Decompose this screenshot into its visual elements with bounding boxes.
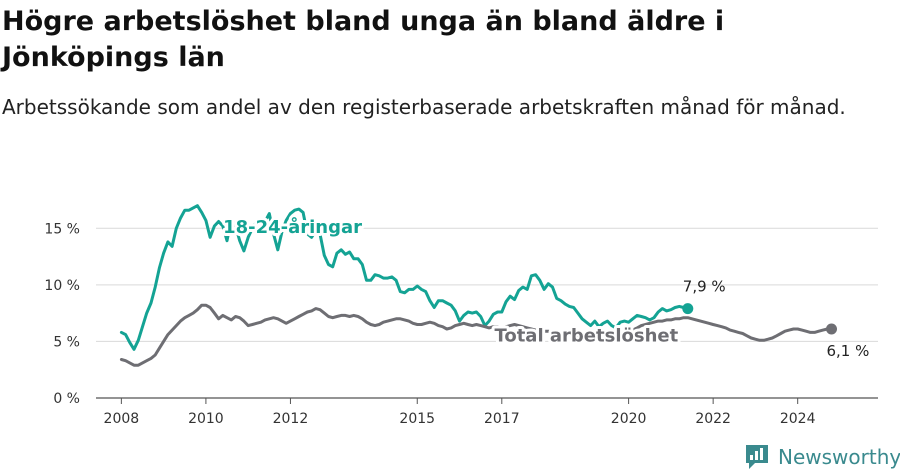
y-tick-label: 5 %: [53, 334, 80, 350]
page-subtitle: Arbetssökande som andel av den registerb…: [2, 95, 846, 119]
x-tick-label: 2024: [780, 411, 816, 427]
y-tick-label: 15 %: [44, 221, 80, 237]
axes: 0 % 5 % 10 % 15 % 2008 2010 2012 2015 2017 2020 20…: [44, 221, 878, 427]
youth-end-value: 7,9 %: [683, 278, 726, 296]
total-series-label: Total arbetslöshet: [494, 325, 678, 346]
x-tick-label: 2022: [695, 411, 731, 427]
youth-series-line: [119, 204, 690, 351]
y-tick-label: 0 %: [53, 391, 80, 407]
series-lines: [119, 204, 838, 367]
x-tick-label: 2008: [104, 411, 140, 427]
newsworthy-logo-icon: [746, 445, 768, 469]
x-tick-label: 2020: [611, 411, 647, 427]
page-title: Högre arbetslöshet bland unga än bland ä…: [2, 6, 725, 73]
y-tick-label: 10 %: [44, 278, 80, 294]
brand: Newsworthy: [744, 442, 900, 472]
youth-end-marker: [682, 303, 694, 315]
x-tick-label: 2010: [188, 411, 224, 427]
x-tick-label: 2015: [399, 411, 435, 427]
x-tick-label: 2012: [273, 411, 309, 427]
total-end-value: 6,1 %: [827, 342, 870, 360]
total-series-line: [119, 303, 833, 367]
series-labels: 18-24-åringar Total arbetslöshet 7,9 % 6,1 …: [220, 213, 870, 360]
youth-series-label: 18-24-åringar: [223, 216, 362, 238]
x-tick-label: 2017: [484, 411, 520, 427]
brand-name: Newsworthy: [778, 445, 900, 469]
gridlines: [96, 227, 878, 342]
total-end-marker: [826, 323, 838, 335]
